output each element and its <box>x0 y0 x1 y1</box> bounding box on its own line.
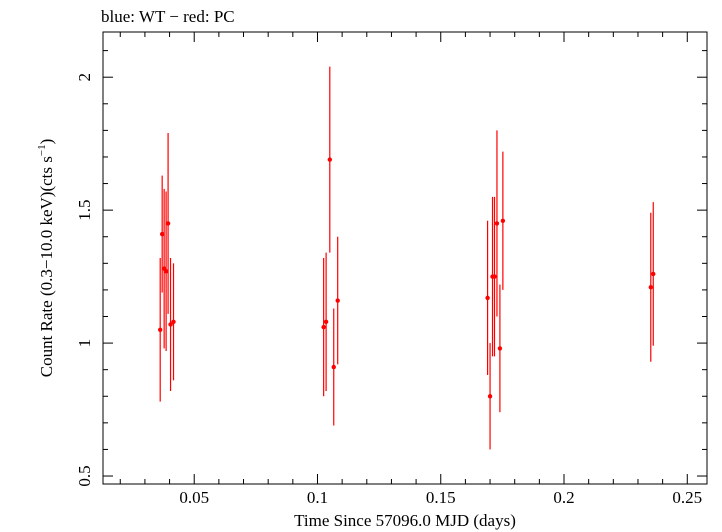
data-point <box>335 298 340 303</box>
data-point <box>163 269 169 274</box>
y-axis-label: Count Rate (0.3−10.0 keV)(cts s−1) <box>36 139 56 378</box>
data-point <box>648 285 653 290</box>
x-tick-label: 0.05 <box>179 488 209 507</box>
data-point <box>651 271 656 277</box>
y-tick-label: 1 <box>75 339 94 348</box>
data-point <box>321 324 326 330</box>
y-axis-ticks: 0.5 1 1.5 2 <box>75 50 707 487</box>
data-point <box>487 394 493 399</box>
data-point <box>159 231 165 237</box>
x-axis-label: Time Since 57096.0 MJD (days) <box>294 511 516 530</box>
data-point <box>497 346 503 351</box>
data-point <box>485 295 490 301</box>
data-series <box>157 66 656 450</box>
data-point <box>331 364 336 370</box>
data-point <box>323 319 329 325</box>
x-tick-label: 0.25 <box>672 488 702 507</box>
data-point <box>168 322 173 327</box>
data-point <box>157 327 163 332</box>
x-axis-ticks: 0.05 0.1 0.15 0.2 0.25 <box>119 32 702 507</box>
x-tick-label: 0.1 <box>307 488 328 507</box>
data-point <box>165 221 171 226</box>
data-point <box>327 157 333 162</box>
y-axis-label-end: ) <box>37 139 56 145</box>
x-tick-label: 0.15 <box>426 488 456 507</box>
x-tick-label: 0.2 <box>553 488 574 507</box>
data-point <box>492 274 497 279</box>
plot-frame <box>102 31 708 485</box>
chart-header: blue: WT − red: PC <box>101 7 235 26</box>
data-point <box>500 218 506 223</box>
y-axis-label-main: Count Rate (0.3−10.0 keV)(cts s <box>37 156 56 377</box>
data-point <box>171 319 176 325</box>
y-axis-label-superscript: −1 <box>36 144 48 156</box>
y-tick-label: 1.5 <box>75 200 94 221</box>
y-tick-label: 0.5 <box>75 465 94 486</box>
y-tick-label: 2 <box>75 73 94 82</box>
data-point <box>494 221 500 226</box>
